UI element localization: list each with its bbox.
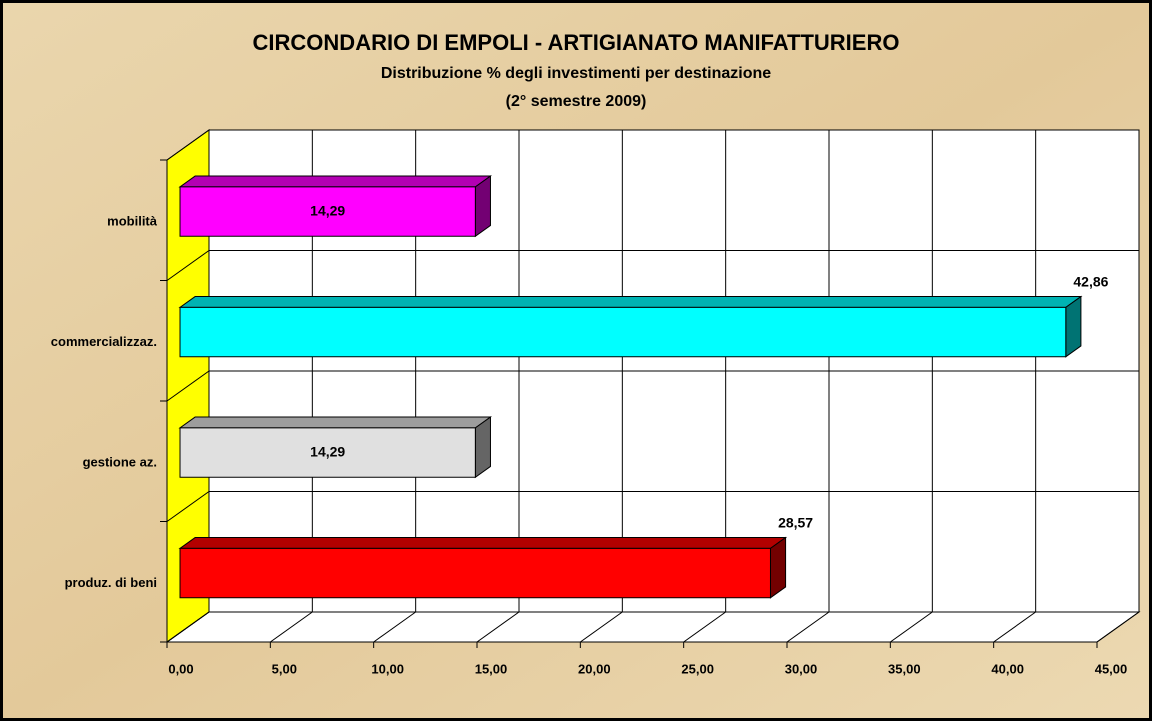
grid-line [1096,611,1140,643]
value-label: 42,86 [1073,273,1108,289]
grid-line [890,611,933,643]
bar [178,536,788,599]
bar-side [769,536,787,599]
bar-front [179,547,771,599]
grid-line [786,611,830,643]
chart-subtitle: Distribuzione % degli investimenti per d… [381,65,771,82]
category-gridline [166,491,210,522]
chart-title: CIRCONDARIO DI EMPOLI - ARTIGIANATO MANI… [253,30,900,55]
grid-line [270,611,313,643]
y-tick-label: produz. di beni [65,575,157,590]
x-tick-label: 0,00 [168,661,193,676]
grid-line [476,611,520,643]
grid-line [166,611,210,643]
x-tick-label: 15,00 [475,661,508,676]
x-tick-label: 40,00 [991,661,1024,676]
bar-top [178,175,493,188]
bar [178,416,493,479]
bar-front [179,306,1067,358]
x-tick-label: 25,00 [681,661,714,676]
bar-top [178,416,493,429]
x-tick-label: 10,00 [371,661,404,676]
grid-line [580,611,623,643]
bar-side [474,175,491,238]
category-gridline [166,129,210,161]
grid-line [373,611,416,643]
y-tick-label: gestione az. [83,455,157,470]
bar-side [474,416,491,479]
bar-front [179,186,476,237]
x-tick-label: 35,00 [888,661,921,676]
y-tick-label: commercializzaz. [51,334,157,349]
bar-front [179,427,476,478]
y-tick-label: mobilità [107,214,158,229]
bar-top [178,296,1083,308]
floor [165,611,1141,643]
chart-subtitle: (2° semestre 2009) [506,93,647,110]
grid-line [683,611,726,643]
bar [178,295,1083,358]
bar-top [178,537,788,549]
x-tick-label: 5,00 [272,661,297,676]
category-gridline [166,250,210,281]
bar [178,175,493,238]
x-tick-label: 45,00 [1095,661,1128,676]
value-label: 28,57 [778,514,813,530]
x-tick-label: 30,00 [785,661,818,676]
category-gridline [166,370,210,402]
x-tick-label: 20,00 [578,661,611,676]
value-label: 14,29 [310,443,345,459]
grid-line [993,611,1036,643]
bar-side [1065,295,1082,358]
value-label: 14,29 [310,202,345,218]
